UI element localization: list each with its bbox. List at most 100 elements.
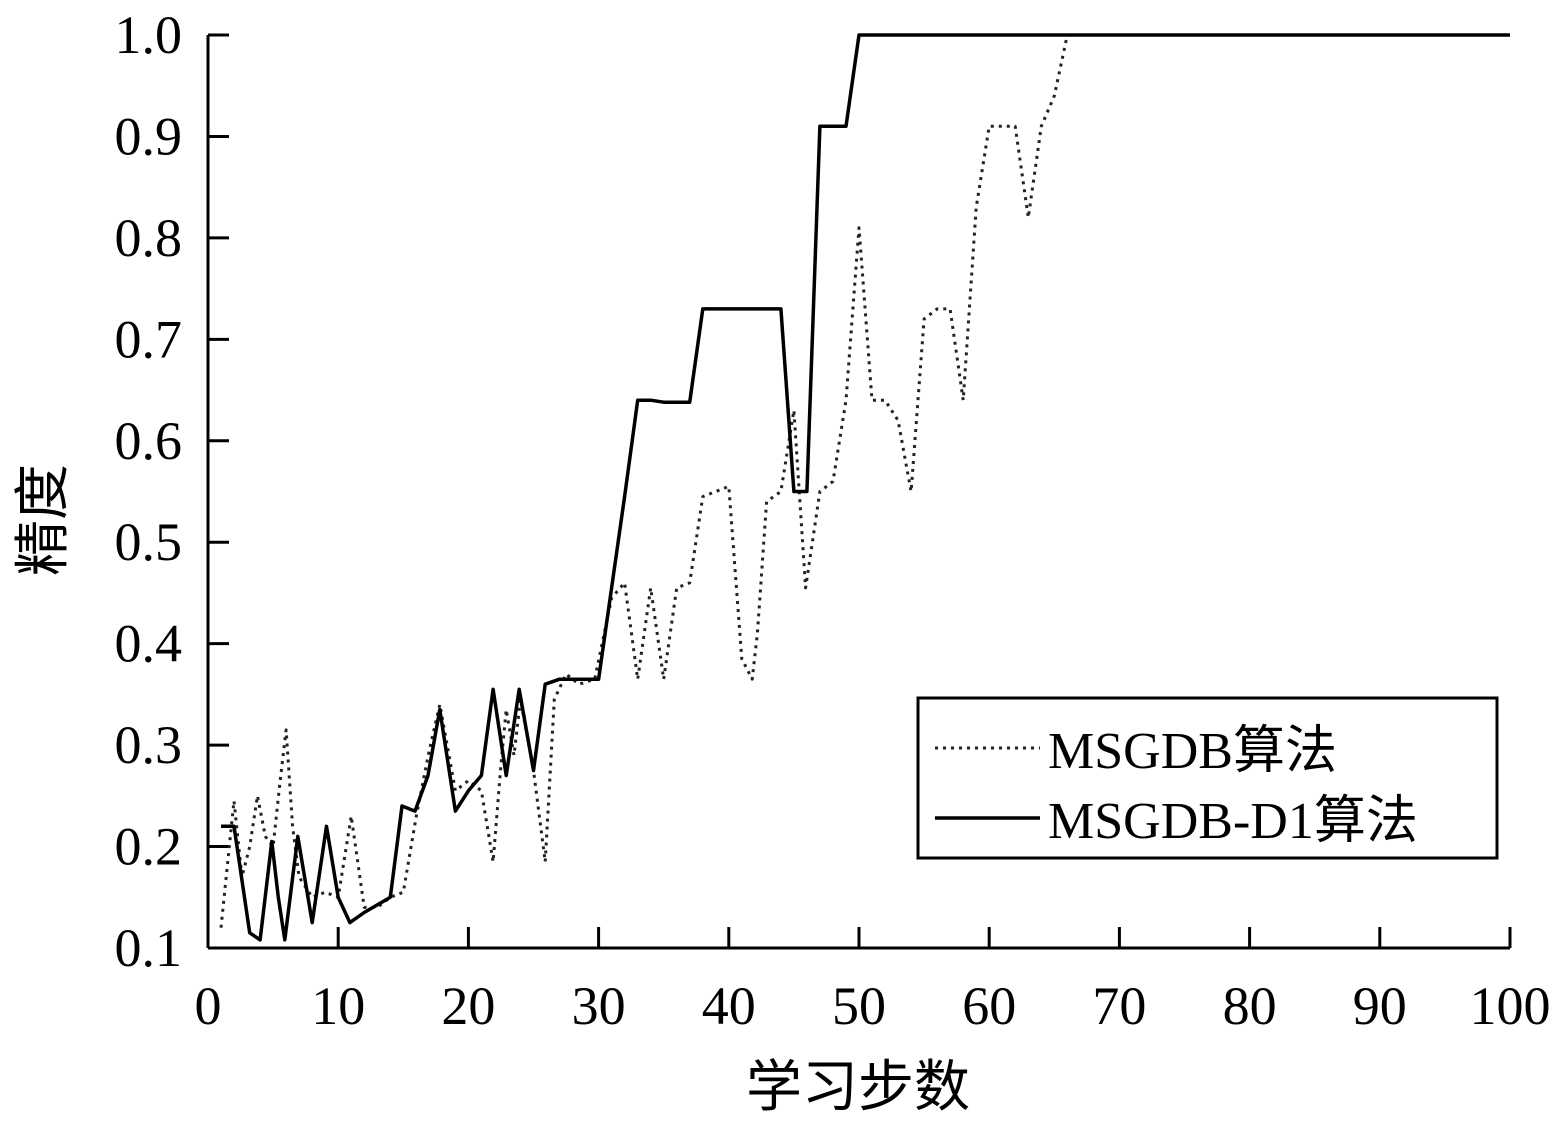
data-point-msgdb-d1 <box>805 490 809 494</box>
x-tick-label: 50 <box>832 976 886 1036</box>
data-point-msgdb <box>479 789 483 793</box>
data-point-msgdb-d1 <box>466 789 470 793</box>
data-point-msgdb <box>256 794 260 798</box>
data-point-msgdb <box>662 677 666 681</box>
legend-label-msgdb: MSGDB算法 <box>1048 723 1337 780</box>
y-tick-label: 0.4 <box>115 614 183 674</box>
data-point-msgdb <box>564 672 568 676</box>
x-tick-label: 80 <box>1223 976 1277 1036</box>
y-tick-label: 0.3 <box>115 715 183 775</box>
data-point-msgdb <box>740 657 744 661</box>
data-point-msgdb <box>219 926 223 930</box>
data-point-msgdb-d1 <box>258 938 262 942</box>
data-point-msgdb <box>844 398 848 402</box>
y-tick-label: 0.5 <box>115 512 183 572</box>
series-line-msgdb-d1 <box>221 33 1510 942</box>
y-axis-title: 精度 <box>13 464 75 576</box>
data-point-msgdb <box>948 307 952 311</box>
data-point-msgdb <box>323 890 327 894</box>
data-point-msgdb <box>291 824 295 828</box>
data-point-msgdb <box>623 581 627 585</box>
data-point-msgdb-d1 <box>610 586 614 590</box>
data-point-msgdb <box>1052 94 1056 98</box>
data-point-msgdb-d1 <box>362 911 366 915</box>
data-point-msgdb <box>987 124 991 128</box>
data-point-msgdb-d1 <box>597 677 601 681</box>
x-tick-label: 100 <box>1470 976 1551 1036</box>
series-msgdb-d1 <box>221 33 1512 942</box>
data-point-msgdb <box>688 581 692 585</box>
data-point-msgdb-d1 <box>558 677 562 681</box>
data-point-msgdb <box>401 890 405 894</box>
data-point-msgdb-d1 <box>662 400 666 404</box>
x-tick-label: 10 <box>311 976 365 1036</box>
data-point-msgdb <box>818 490 822 494</box>
data-point-msgdb-d1 <box>532 769 536 773</box>
data-point-msgdb <box>804 586 808 590</box>
legend-label-msgdb-d1: MSGDB-D1算法 <box>1048 793 1418 850</box>
data-point-msgdb <box>362 905 366 909</box>
plot-series <box>219 33 1512 942</box>
data-point-msgdb-d1 <box>325 824 329 828</box>
data-point-msgdb-d1 <box>792 490 796 494</box>
data-point-msgdb-d1 <box>310 921 314 925</box>
data-point-msgdb <box>284 728 288 732</box>
data-point-msgdb <box>779 490 783 494</box>
x-tick-label: 40 <box>702 976 756 1036</box>
data-point-msgdb <box>1000 124 1004 128</box>
data-point-msgdb <box>414 814 418 818</box>
data-point-msgdb <box>499 763 503 767</box>
data-point-msgdb-d1 <box>296 834 300 838</box>
data-point-msgdb-d1 <box>688 400 692 404</box>
data-point-msgdb-d1 <box>283 938 287 942</box>
data-point-msgdb <box>466 779 470 783</box>
data-point-msgdb-d1 <box>1508 33 1512 37</box>
data-point-msgdb-d1 <box>276 895 280 899</box>
data-point-msgdb-d1 <box>270 840 274 844</box>
x-tick-label: 60 <box>962 976 1016 1036</box>
data-point-msgdb <box>675 586 679 590</box>
data-point-msgdb <box>755 632 759 636</box>
legend: MSGDB算法 MSGDB-D1算法 <box>916 696 1499 860</box>
y-tick-label: 0.7 <box>115 309 183 369</box>
y-tick-label: 1.0 <box>115 5 183 65</box>
data-point-msgdb <box>896 419 900 423</box>
x-tick-label: 20 <box>441 976 495 1036</box>
data-point-msgdb <box>278 784 282 788</box>
data-point-msgdb-d1 <box>400 804 404 808</box>
data-point-msgdb-d1 <box>649 398 653 402</box>
data-point-msgdb <box>750 677 754 681</box>
data-point-msgdb <box>935 307 939 311</box>
data-point-msgdb <box>297 875 301 879</box>
data-point-msgdb-d1 <box>636 398 640 402</box>
x-tick-label: 30 <box>572 976 626 1036</box>
x-tick-label: 90 <box>1353 976 1407 1036</box>
data-point-msgdb-d1 <box>413 809 417 813</box>
data-point-msgdb-d1 <box>491 687 495 691</box>
y-tick-label: 0.8 <box>115 208 183 268</box>
data-point-msgdb <box>248 845 252 849</box>
data-point-msgdb-d1 <box>232 824 236 828</box>
legend-box <box>916 696 1499 860</box>
data-point-msgdb-d1 <box>438 708 442 712</box>
data-point-msgdb-d1 <box>453 809 457 813</box>
data-point-msgdb <box>577 682 581 686</box>
data-point-msgdb <box>491 860 495 864</box>
data-point-msgdb-d1 <box>857 33 861 37</box>
data-point-msgdb <box>649 586 653 590</box>
data-point-msgdb <box>543 860 547 864</box>
data-point-msgdb-d1 <box>818 124 822 128</box>
data-point-msgdb <box>922 317 926 321</box>
data-point-msgdb <box>961 398 965 402</box>
data-point-msgdb <box>1013 124 1017 128</box>
data-point-msgdb <box>504 708 508 712</box>
data-point-msgdb <box>831 479 835 483</box>
axis-ticks: 0 10 20 30 40 50 60 70 80 90 100 0.1 0.2 0.3 0.4 0.5 0.6… <box>115 5 1551 1036</box>
data-point-msgdb-d1 <box>388 895 392 899</box>
data-point-msgdb <box>438 703 442 707</box>
data-point-msgdb <box>1026 216 1030 220</box>
data-point-msgdb-d1 <box>623 495 627 499</box>
x-axis-title: 学习步数 <box>746 1057 970 1119</box>
x-tick-label: 0 <box>195 976 222 1036</box>
